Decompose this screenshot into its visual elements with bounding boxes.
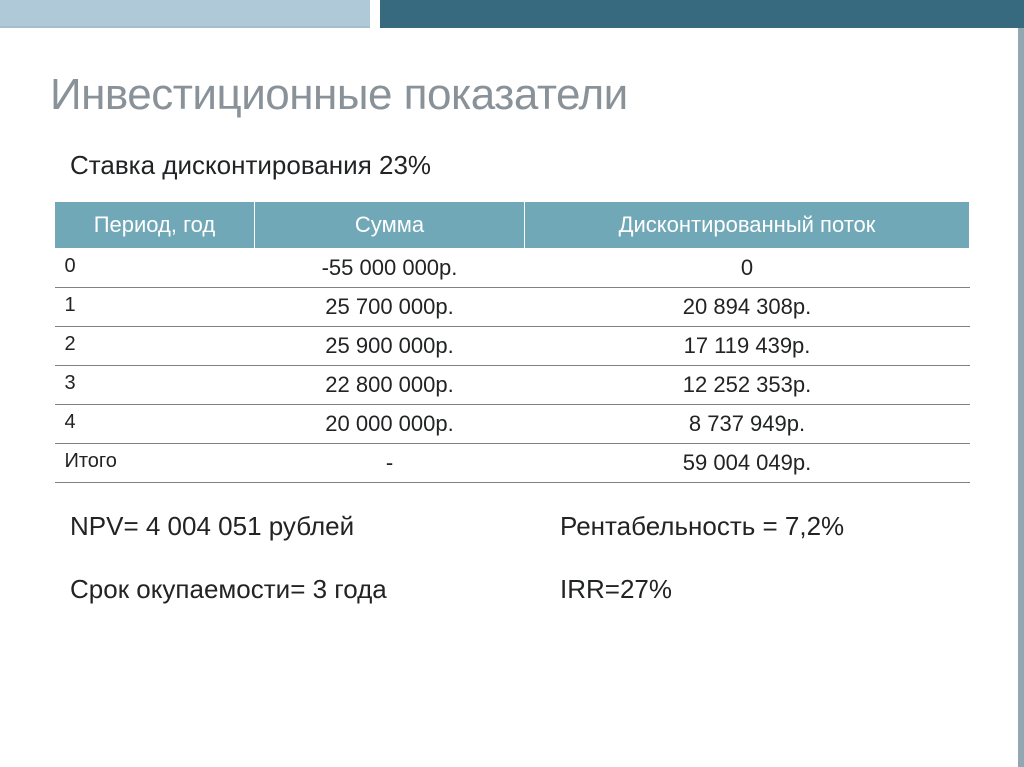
top-border-gap xyxy=(370,0,380,28)
col-period: Период, год xyxy=(55,202,255,249)
slide-content: Инвестиционные показатели Ставка дисконт… xyxy=(0,0,1024,657)
page-title: Инвестиционные показатели xyxy=(50,70,974,120)
metrics-section: NPV= 4 004 051 рублей Рентабельность = 7… xyxy=(50,511,974,605)
col-discounted: Дисконтированный поток xyxy=(525,202,970,249)
table-row-total: Итого - 59 004 049р. xyxy=(55,444,970,483)
table-body: 0 -55 000 000р. 0 1 25 700 000р. 20 894 … xyxy=(55,249,970,483)
cell-sum: 25 900 000р. xyxy=(255,327,525,366)
cell-period: 2 xyxy=(55,327,255,366)
discount-rate-label: Ставка дисконтирования 23% xyxy=(50,150,974,181)
cell-period: 4 xyxy=(55,405,255,444)
cell-discounted: 20 894 308р. xyxy=(525,288,970,327)
payback-metric: Срок окупаемости= 3 года xyxy=(70,574,520,605)
profitability-metric: Рентабельность = 7,2% xyxy=(520,511,954,542)
cell-discounted: 0 xyxy=(525,249,970,288)
investment-table: Период, год Сумма Дисконтированный поток… xyxy=(54,201,970,483)
cell-discounted: 59 004 049р. xyxy=(525,444,970,483)
table-row: 0 -55 000 000р. 0 xyxy=(55,249,970,288)
cell-sum: 20 000 000р. xyxy=(255,405,525,444)
cell-discounted: 17 119 439р. xyxy=(525,327,970,366)
cell-discounted: 12 252 353р. xyxy=(525,366,970,405)
cell-sum: 22 800 000р. xyxy=(255,366,525,405)
npv-metric: NPV= 4 004 051 рублей xyxy=(70,511,520,542)
cell-period: Итого xyxy=(55,444,255,483)
table-row: 2 25 900 000р. 17 119 439р. xyxy=(55,327,970,366)
cell-period: 1 xyxy=(55,288,255,327)
cell-sum: 25 700 000р. xyxy=(255,288,525,327)
metrics-row-1: NPV= 4 004 051 рублей Рентабельность = 7… xyxy=(70,511,954,542)
cell-sum: -55 000 000р. xyxy=(255,249,525,288)
top-border-left xyxy=(0,0,370,28)
table-row: 4 20 000 000р. 8 737 949р. xyxy=(55,405,970,444)
cell-sum: - xyxy=(255,444,525,483)
cell-discounted: 8 737 949р. xyxy=(525,405,970,444)
table-wrapper: Период, год Сумма Дисконтированный поток… xyxy=(54,201,970,483)
top-border xyxy=(0,0,1024,28)
right-edge xyxy=(1018,28,1024,767)
col-sum: Сумма xyxy=(255,202,525,249)
table-row: 3 22 800 000р. 12 252 353р. xyxy=(55,366,970,405)
cell-period: 3 xyxy=(55,366,255,405)
cell-period: 0 xyxy=(55,249,255,288)
table-header-row: Период, год Сумма Дисконтированный поток xyxy=(55,202,970,249)
top-border-right xyxy=(380,0,1024,28)
irr-metric: IRR=27% xyxy=(520,574,954,605)
table-row: 1 25 700 000р. 20 894 308р. xyxy=(55,288,970,327)
metrics-row-2: Срок окупаемости= 3 года IRR=27% xyxy=(70,574,954,605)
